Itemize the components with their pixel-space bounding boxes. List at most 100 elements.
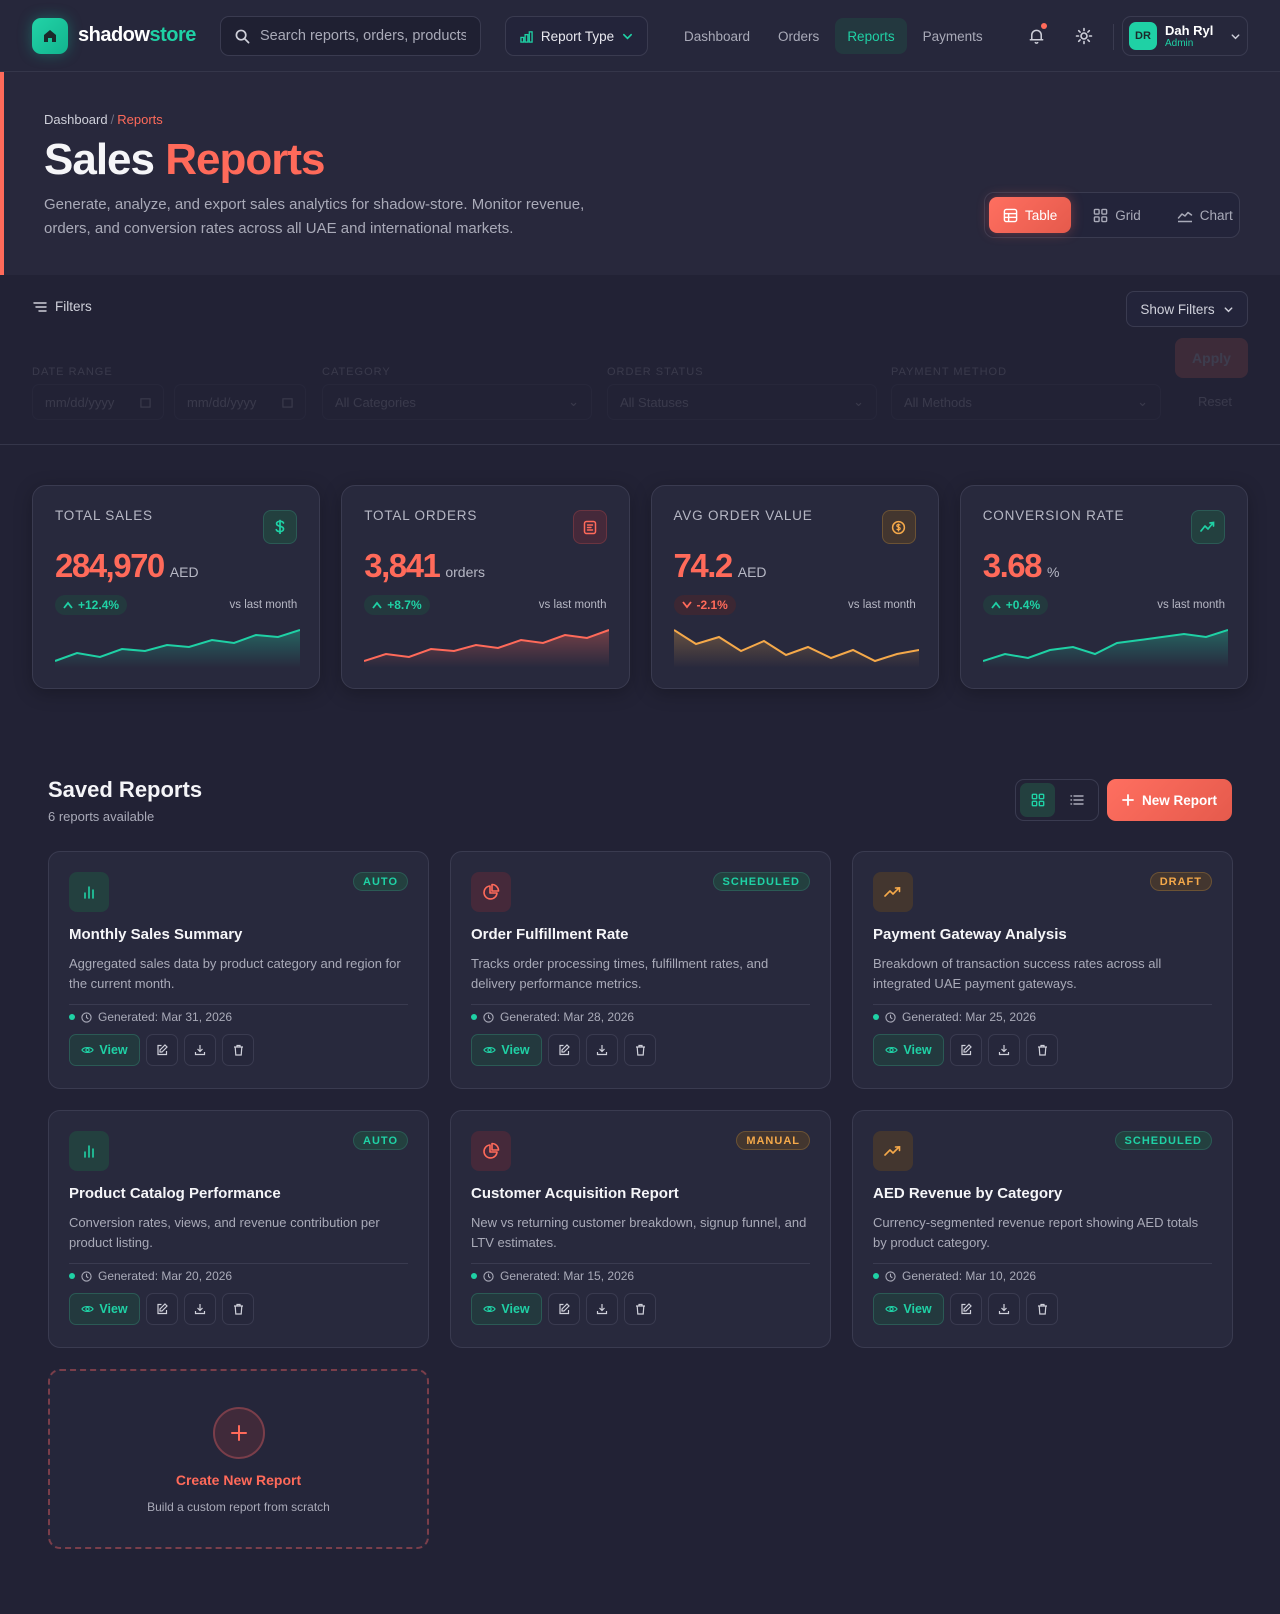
list-icon: [1069, 794, 1084, 806]
delete-report-button[interactable]: [624, 1034, 656, 1066]
delete-report-button[interactable]: [222, 1034, 254, 1066]
show-filters-button[interactable]: Show Filters: [1126, 291, 1248, 327]
report-type-dropdown[interactable]: Report Type: [505, 16, 648, 56]
payment-method-select[interactable]: All Methods ⌄: [891, 384, 1161, 420]
nav-reports[interactable]: Reports: [835, 18, 907, 54]
card-actions: View: [873, 1293, 1212, 1325]
date-to-input[interactable]: mm/dd/yyyy: [174, 384, 306, 420]
report-card[interactable]: MANUAL Customer Acquisition Report New v…: [450, 1110, 831, 1348]
nav-payments[interactable]: Payments: [922, 28, 983, 44]
list-layout-button[interactable]: [1059, 783, 1094, 817]
category-select[interactable]: All Categories ⌄: [322, 384, 592, 420]
download-report-button[interactable]: [184, 1034, 216, 1066]
stat-card-total-orders: Total Orders 3,841 orders +8.7% vs last …: [341, 485, 630, 689]
stat-value: 284,970: [55, 547, 165, 584]
new-report-button[interactable]: New Report: [1107, 779, 1232, 821]
create-new-report-card[interactable]: Create New Report Build a custom report …: [48, 1369, 429, 1549]
view-table-button[interactable]: Table: [989, 197, 1072, 233]
sparkline-chart: [364, 629, 610, 668]
edit-icon: [960, 1303, 972, 1315]
generated-date: Generated: Mar 20, 2026: [98, 1269, 233, 1283]
notifications-button[interactable]: [1020, 20, 1052, 52]
eye-icon: [483, 1045, 497, 1055]
download-report-button[interactable]: [184, 1293, 216, 1325]
download-report-button[interactable]: [988, 1293, 1020, 1325]
download-report-button[interactable]: [586, 1034, 618, 1066]
reset-filters-button[interactable]: Reset: [1198, 394, 1232, 409]
edit-report-button[interactable]: [146, 1293, 178, 1325]
section-title: Saved Reports: [48, 777, 203, 802]
trash-icon: [1037, 1303, 1048, 1315]
plus-icon: [1122, 794, 1134, 806]
nav-orders[interactable]: Orders: [778, 28, 820, 44]
view-chart-button[interactable]: Chart: [1163, 197, 1247, 233]
edit-report-button[interactable]: [950, 1034, 982, 1066]
view-report-button[interactable]: View: [69, 1293, 140, 1325]
user-name: Dah Ryl: [1165, 22, 1214, 38]
page-header: Dashboard / Reports Sales Reports Generate…: [0, 72, 1280, 275]
user-role: Admin: [1165, 37, 1194, 49]
view-grid-button[interactable]: Grid: [1079, 197, 1155, 233]
status-badge: SCHEDULED: [1114, 1131, 1212, 1150]
card-actions: View: [471, 1034, 810, 1066]
report-card[interactable]: SCHEDULED Order Fulfillment Rate Tracks …: [450, 851, 831, 1089]
download-report-button[interactable]: [988, 1034, 1020, 1066]
brand-logo[interactable]: shadowstore: [32, 17, 196, 54]
report-card[interactable]: AUTO Product Catalog Performance Convers…: [48, 1110, 429, 1348]
download-icon: [998, 1044, 1010, 1056]
breadcrumb: Dashboard / Reports: [44, 112, 1280, 127]
status-badge: AUTO: [353, 1131, 408, 1150]
view-report-button[interactable]: View: [471, 1034, 542, 1066]
view-report-button[interactable]: View: [471, 1293, 542, 1325]
user-menu[interactable]: DR Dah Ryl Admin: [1122, 16, 1248, 56]
stat-label: Total Orders: [364, 508, 478, 523]
download-report-button[interactable]: [586, 1293, 618, 1325]
notification-dot: [1041, 23, 1047, 29]
bell-icon: [1028, 27, 1045, 45]
edit-report-button[interactable]: [548, 1034, 580, 1066]
trash-icon: [1037, 1044, 1048, 1056]
card-actions: View: [69, 1034, 408, 1066]
report-card[interactable]: AUTO Monthly Sales Summary Aggregated sa…: [48, 851, 429, 1089]
breadcrumb-current: Reports: [117, 112, 163, 127]
view-report-button[interactable]: View: [69, 1034, 140, 1066]
download-icon: [194, 1303, 206, 1315]
grid-icon: [1093, 208, 1108, 223]
arrow-up-icon: [63, 601, 73, 609]
stat-unit: AED: [737, 564, 767, 580]
breadcrumb-separator: /: [110, 112, 115, 127]
delete-report-button[interactable]: [1026, 1293, 1058, 1325]
delete-report-button[interactable]: [624, 1293, 656, 1325]
edit-report-button[interactable]: [548, 1293, 580, 1325]
delete-report-button[interactable]: [1026, 1034, 1058, 1066]
report-meta: Generated: Mar 28, 2026: [471, 1004, 810, 1024]
category-label: Category: [322, 366, 391, 378]
report-description: Breakdown of transaction success rates a…: [873, 956, 1162, 991]
delete-report-button[interactable]: [222, 1293, 254, 1325]
edit-report-button[interactable]: [950, 1293, 982, 1325]
search-input[interactable]: [260, 28, 466, 44]
edit-report-button[interactable]: [146, 1034, 178, 1066]
chevron-down-icon: [622, 31, 633, 42]
nav-dashboard[interactable]: Dashboard: [684, 28, 751, 44]
view-report-button[interactable]: View: [873, 1034, 944, 1066]
date-from-input[interactable]: mm/dd/yyyy: [32, 384, 164, 420]
order-status-select[interactable]: All Statuses ⌄: [607, 384, 877, 420]
view-report-button[interactable]: View: [873, 1293, 944, 1325]
eye-icon: [483, 1304, 497, 1314]
report-title: Payment Gateway Analysis: [873, 926, 1067, 943]
status-dot: [69, 1273, 75, 1279]
report-count: 6 reports available: [48, 809, 155, 824]
grid-layout-button[interactable]: [1020, 783, 1055, 817]
theme-toggle-button[interactable]: [1068, 20, 1100, 52]
order-status-label: Order Status: [607, 366, 704, 378]
report-description: Conversion rates, views, and revenue con…: [69, 1215, 380, 1250]
search-box[interactable]: [220, 16, 481, 56]
report-card[interactable]: SCHEDULED AED Revenue by Category Curren…: [852, 1110, 1233, 1348]
apply-filters-button[interactable]: Apply: [1175, 338, 1248, 378]
breadcrumb-dashboard[interactable]: Dashboard: [44, 112, 108, 127]
report-card[interactable]: DRAFT Payment Gateway Analysis Breakdown…: [852, 851, 1233, 1089]
eye-icon: [81, 1304, 95, 1314]
status-dot: [471, 1273, 477, 1279]
change-badge: +8.7%: [364, 595, 430, 615]
